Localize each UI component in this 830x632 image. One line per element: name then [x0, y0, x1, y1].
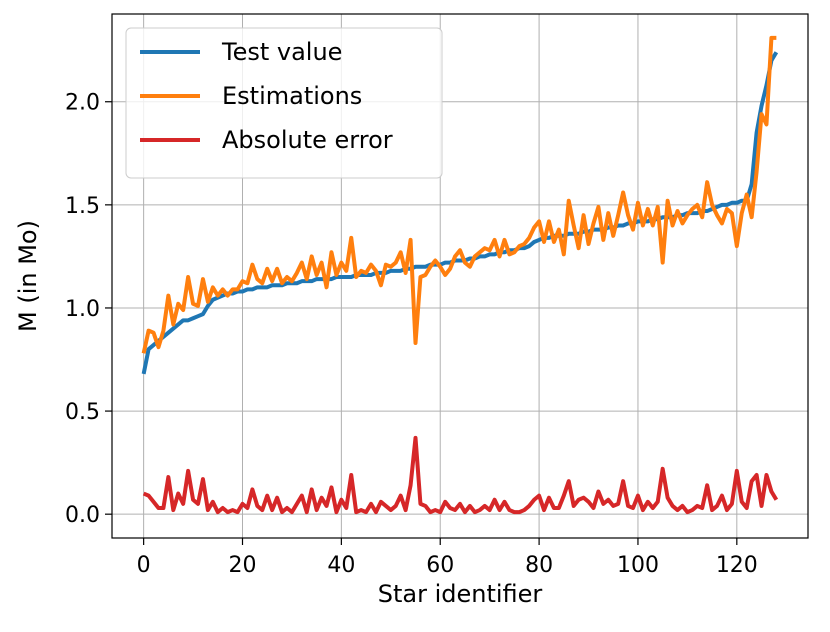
legend-label: Estimations	[222, 82, 362, 110]
x-tick-label: 120	[716, 553, 758, 578]
series-line	[142, 435, 779, 515]
y-tick-label: 1.5	[65, 194, 100, 219]
y-axis-label: M (in Mo)	[14, 220, 42, 332]
y-tick-label: 0.0	[65, 503, 100, 528]
plot-frame	[111, 13, 809, 539]
x-tick-label: 60	[426, 553, 454, 578]
y-tick-label: 2.0	[65, 91, 100, 116]
y-tick-label: 1.0	[65, 297, 100, 322]
x-axis-label: Star identifier	[378, 580, 543, 608]
y-tick-label: 0.5	[65, 400, 100, 425]
series-line	[141, 35, 777, 354]
x-tick-label: 80	[525, 553, 553, 578]
legend-label: Test value	[221, 38, 342, 66]
x-tick-label: 0	[137, 553, 151, 578]
legend-label: Absolute error	[222, 126, 393, 154]
x-tick-label: 20	[229, 553, 257, 578]
x-tick-label: 100	[617, 553, 659, 578]
x-tick-label: 40	[327, 553, 355, 578]
legend-box	[125, 27, 443, 179]
